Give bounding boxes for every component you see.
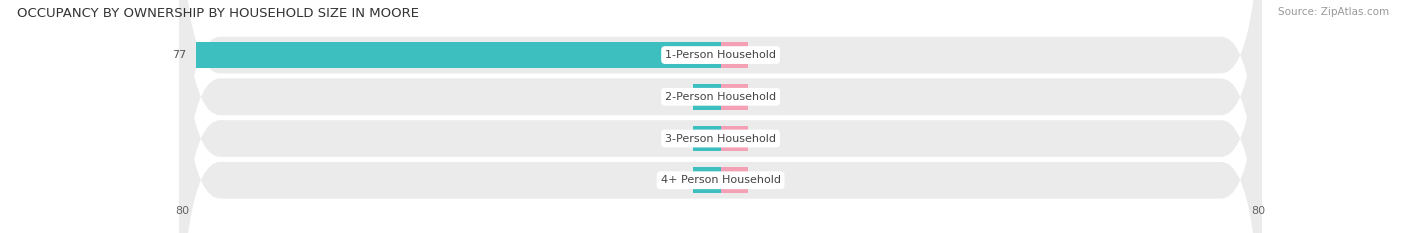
- Bar: [693, 84, 721, 110]
- Bar: [721, 42, 748, 68]
- Bar: [721, 84, 748, 110]
- FancyBboxPatch shape: [179, 0, 1263, 233]
- Bar: [197, 42, 721, 68]
- Bar: [721, 167, 748, 193]
- FancyBboxPatch shape: [179, 0, 1263, 233]
- Text: 80: 80: [1251, 206, 1265, 216]
- Bar: [721, 126, 748, 151]
- FancyBboxPatch shape: [179, 0, 1263, 233]
- Text: 3-Person Household: 3-Person Household: [665, 134, 776, 144]
- Text: 1-Person Household: 1-Person Household: [665, 50, 776, 60]
- Text: 0: 0: [676, 134, 683, 144]
- Text: 4+ Person Household: 4+ Person Household: [661, 175, 780, 185]
- Text: 2-Person Household: 2-Person Household: [665, 92, 776, 102]
- Text: 0: 0: [758, 50, 765, 60]
- Text: 0: 0: [758, 92, 765, 102]
- Bar: [693, 167, 721, 193]
- Text: 0: 0: [758, 134, 765, 144]
- Text: OCCUPANCY BY OWNERSHIP BY HOUSEHOLD SIZE IN MOORE: OCCUPANCY BY OWNERSHIP BY HOUSEHOLD SIZE…: [17, 7, 419, 20]
- Text: 77: 77: [172, 50, 186, 60]
- Text: Source: ZipAtlas.com: Source: ZipAtlas.com: [1278, 7, 1389, 17]
- Text: 0: 0: [676, 92, 683, 102]
- Bar: [693, 126, 721, 151]
- Text: 0: 0: [758, 175, 765, 185]
- Text: 80: 80: [176, 206, 190, 216]
- Text: 0: 0: [676, 175, 683, 185]
- FancyBboxPatch shape: [179, 0, 1263, 233]
